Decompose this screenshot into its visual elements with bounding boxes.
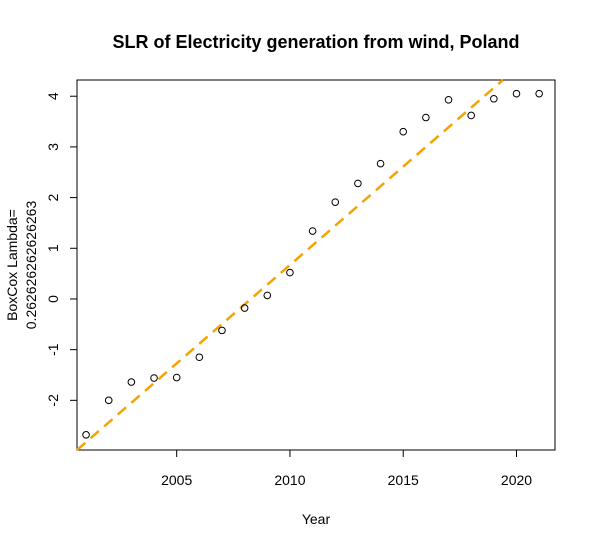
y-tick-label: -2 — [45, 394, 61, 407]
data-point — [240, 304, 249, 312]
data-point — [331, 198, 340, 206]
data-point — [263, 291, 272, 300]
data-point — [354, 179, 362, 188]
data-point — [308, 227, 317, 235]
data-point — [444, 95, 453, 104]
data-point — [490, 94, 498, 103]
points-layer — [82, 89, 543, 439]
y-tick-label: 4 — [45, 92, 61, 100]
y-tick-label: -1 — [45, 343, 61, 356]
data-point — [512, 89, 521, 98]
y-axis-label-line2: 0.262626262626263 — [23, 201, 39, 330]
y-tick-label: 2 — [45, 193, 61, 201]
x-axis: 2005 2010 2015 2020 — [161, 450, 532, 488]
y-tick-label: 3 — [45, 143, 61, 151]
data-point — [127, 378, 136, 386]
y-axis-label-line1: BoxCox Lambda= — [4, 209, 20, 321]
y-tick-label: 0 — [45, 295, 61, 303]
data-point — [104, 396, 113, 405]
data-point — [150, 374, 158, 382]
data-point — [172, 373, 181, 382]
y-tick-label: 1 — [45, 244, 61, 252]
y-axis: -2 -1 0 1 2 3 4 — [45, 92, 77, 407]
data-point — [399, 127, 408, 136]
data-point — [286, 268, 294, 277]
x-tick-label: 2010 — [274, 472, 305, 488]
plot-frame — [76, 79, 556, 451]
x-tick-label: 2020 — [501, 472, 532, 488]
data-point — [422, 113, 430, 122]
data-point — [376, 159, 385, 168]
regression-layer — [76, 79, 504, 451]
x-axis-label: Year — [302, 511, 331, 527]
regression-line — [76, 79, 504, 451]
data-point — [218, 326, 226, 335]
data-point — [195, 353, 204, 362]
chart-title: SLR of Electricity generation from wind,… — [112, 32, 519, 52]
data-point — [82, 430, 90, 439]
data-point — [467, 111, 475, 120]
x-tick-label: 2005 — [161, 472, 192, 488]
data-point — [535, 89, 543, 98]
x-tick-label: 2015 — [388, 472, 419, 488]
